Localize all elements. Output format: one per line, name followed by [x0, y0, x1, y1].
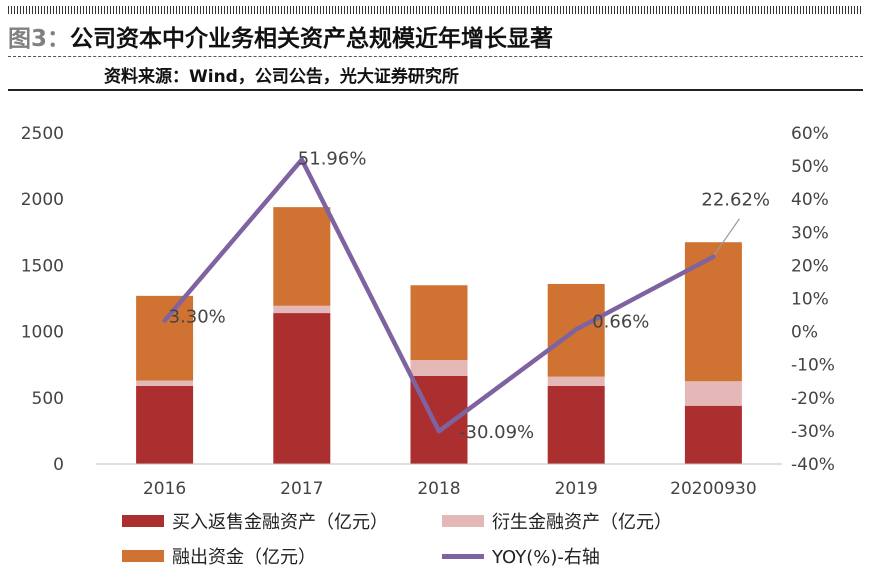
title-divider — [8, 56, 863, 57]
label-leader-line — [713, 218, 740, 256]
bar-segment-margin — [410, 285, 468, 361]
yoy-point — [574, 327, 579, 332]
header-bottom-rule — [8, 89, 863, 91]
right-axis-ticks: -40% -30% -20% -10% 0% 10% 20% 30% 40% 50% 60% — [791, 124, 835, 475]
x-tick-label: 2016 — [143, 479, 186, 499]
yoy-data-label: -30.09% — [459, 422, 534, 443]
right-tick-label: -20% — [791, 389, 835, 409]
bar-segment-derivatives — [273, 305, 331, 314]
right-tick-label: 20% — [791, 256, 829, 276]
legend-label-buy-resale: 买入返售金融资产（亿元） — [172, 512, 388, 533]
left-axis-ticks: 0 500 1000 1500 2000 2500 — [21, 124, 64, 475]
legend-swatch-derivatives — [442, 515, 484, 527]
bar-segment-derivatives — [547, 376, 605, 386]
legend-label-derivatives: 衍生金融资产（亿元） — [492, 512, 672, 533]
legend-swatch-buy-resale — [122, 515, 164, 527]
left-tick-label: 1500 — [21, 256, 64, 276]
yoy-data-label: 0.66% — [592, 311, 649, 332]
legend-label-margin: 融出资金（亿元） — [172, 547, 316, 568]
left-tick-label: 2500 — [21, 124, 64, 144]
bar-segment-derivatives — [136, 380, 194, 386]
right-tick-label: -40% — [791, 455, 835, 475]
yoy-data-label: 51.96% — [298, 149, 367, 170]
bar-segment-margin — [684, 242, 742, 382]
bar-segment-buy-resale — [547, 385, 605, 464]
left-tick-label: 0 — [53, 455, 64, 475]
right-tick-label: 30% — [791, 223, 829, 243]
yoy-data-labels: 3.30% 51.96% -30.09% 0.66% 22.62% — [169, 149, 770, 444]
bar-segment-buy-resale — [273, 313, 331, 464]
x-tick-label: 20200930 — [670, 479, 757, 499]
right-tick-label: 50% — [791, 157, 829, 177]
yoy-data-label: 22.62% — [701, 190, 770, 211]
figure-label: 图3： — [8, 26, 71, 52]
left-tick-label: 2000 — [21, 190, 64, 210]
x-axis-ticks: 2016 2017 2018 2019 20200930 — [143, 479, 757, 499]
right-tick-label: -10% — [791, 356, 835, 376]
left-tick-label: 500 — [32, 389, 64, 409]
bar-segment-margin — [136, 295, 194, 381]
bar-segment-buy-resale — [136, 385, 194, 464]
legend-swatch-margin — [122, 550, 164, 562]
right-tick-label: 60% — [791, 124, 829, 144]
yoy-point — [437, 429, 441, 434]
x-tick-label: 2018 — [417, 479, 460, 499]
right-tick-label: -30% — [791, 422, 835, 442]
bar-segment-margin — [273, 207, 331, 306]
right-tick-label: 0% — [791, 323, 818, 343]
yoy-line-series — [162, 157, 716, 434]
figure-title-row: 图3：公司资本中介业务相关资产总规模近年增长显著 — [8, 19, 554, 52]
legend-item-yoy: YOY(%)-右轴 — [442, 543, 600, 569]
legend-item-buy-resale: 买入返售金融资产（亿元） — [122, 508, 388, 534]
yoy-data-label: 3.30% — [169, 307, 226, 328]
source-note: 资料来源：Wind，公司公告，光大证券研究所 — [104, 67, 459, 87]
bar-segment-derivatives — [410, 360, 468, 376]
yoy-point — [162, 318, 167, 323]
x-tick-label: 2019 — [555, 479, 598, 499]
figure-title: 公司资本中介业务相关资产总规模近年增长显著 — [70, 26, 554, 52]
bar-segment-buy-resale — [684, 405, 742, 464]
x-tick-label: 2017 — [280, 479, 323, 499]
yoy-point — [711, 254, 716, 259]
bar-segment-derivatives — [684, 381, 742, 406]
yoy-point — [299, 157, 304, 162]
right-tick-label: 40% — [791, 190, 829, 210]
legend-swatch-yoy — [442, 553, 484, 559]
legend-item-derivatives: 衍生金融资产（亿元） — [442, 508, 672, 534]
stacked-bars — [136, 207, 742, 464]
legend-label-yoy: YOY(%)-右轴 — [492, 547, 600, 568]
right-tick-label: 10% — [791, 290, 829, 310]
header-hatch-bar — [8, 6, 863, 14]
left-tick-label: 1000 — [21, 323, 64, 343]
legend-item-margin: 融出资金（亿元） — [122, 543, 316, 569]
